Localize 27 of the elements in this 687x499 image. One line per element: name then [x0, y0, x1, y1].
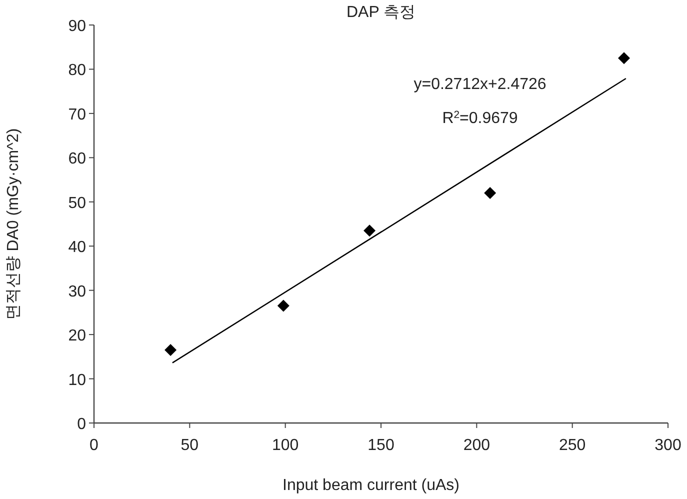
point [364, 224, 376, 237]
x-tick-label: 150 [368, 437, 394, 454]
y-tick-label: 50 [68, 194, 86, 212]
y-tick-label: 10 [68, 372, 86, 389]
x-tick-label: 100 [272, 437, 299, 454]
point [618, 52, 630, 64]
chart-title: DAP 측정 [346, 4, 416, 21]
x-tick-label: 50 [180, 437, 199, 454]
y-tick-label: 30 [68, 283, 86, 300]
y-axis-title: 면적선량 DA0 (mGy·cm^2) [5, 128, 22, 320]
y-tick-label: 40 [68, 239, 86, 256]
y-tick-label: 60 [68, 150, 86, 168]
x-tick-label: 300 [654, 437, 682, 454]
annotation: R$^{2}$=0.9679 [442, 110, 518, 127]
x-tick-label: 0 [90, 437, 99, 454]
y-tick-label: 0 [77, 416, 86, 433]
point [484, 187, 496, 200]
y-tick-label: 20 [68, 328, 86, 345]
x-tick-label: 200 [463, 437, 490, 454]
y-tick-label: 80 [68, 62, 86, 80]
annotation: y=0.2712x+2.4726 [414, 76, 546, 93]
x-axis-title: Input beam current (uAs) [282, 477, 460, 494]
point [164, 344, 177, 356]
point [277, 300, 290, 312]
x-tick-label: 250 [558, 437, 586, 454]
y-tick-label: 90 [68, 18, 86, 35]
y-tick-label: 70 [68, 106, 86, 124]
